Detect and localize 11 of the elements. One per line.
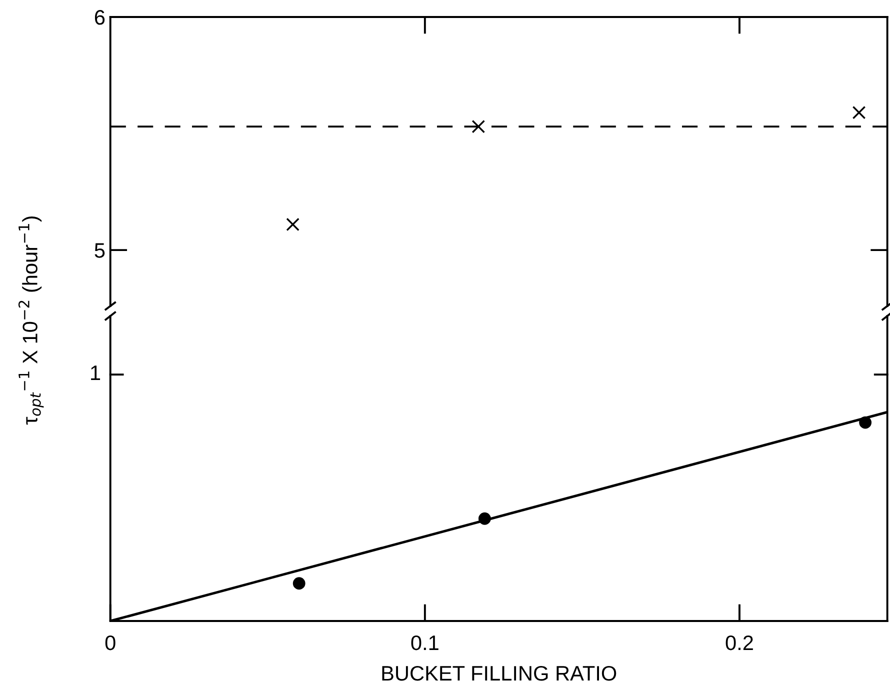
- x-tick-label: 0.2: [726, 635, 753, 650]
- x-axis-title: BUCKET FILLING RATIO: [382, 666, 616, 681]
- y-tick-label: 6: [94, 10, 105, 25]
- point: [472, 120, 486, 134]
- x-tick-label: 0.1: [411, 635, 438, 650]
- x-tick-label: 0: [105, 635, 116, 650]
- y-axis-title: τ$_{opt}$$^{−1}$ X 10$^{−2}$ (hour$^{−1}$): [18, 216, 44, 425]
- y-tick-label: 5: [94, 243, 105, 258]
- point: [286, 218, 300, 232]
- text: 1: [91, 366, 100, 380]
- point: [852, 106, 866, 120]
